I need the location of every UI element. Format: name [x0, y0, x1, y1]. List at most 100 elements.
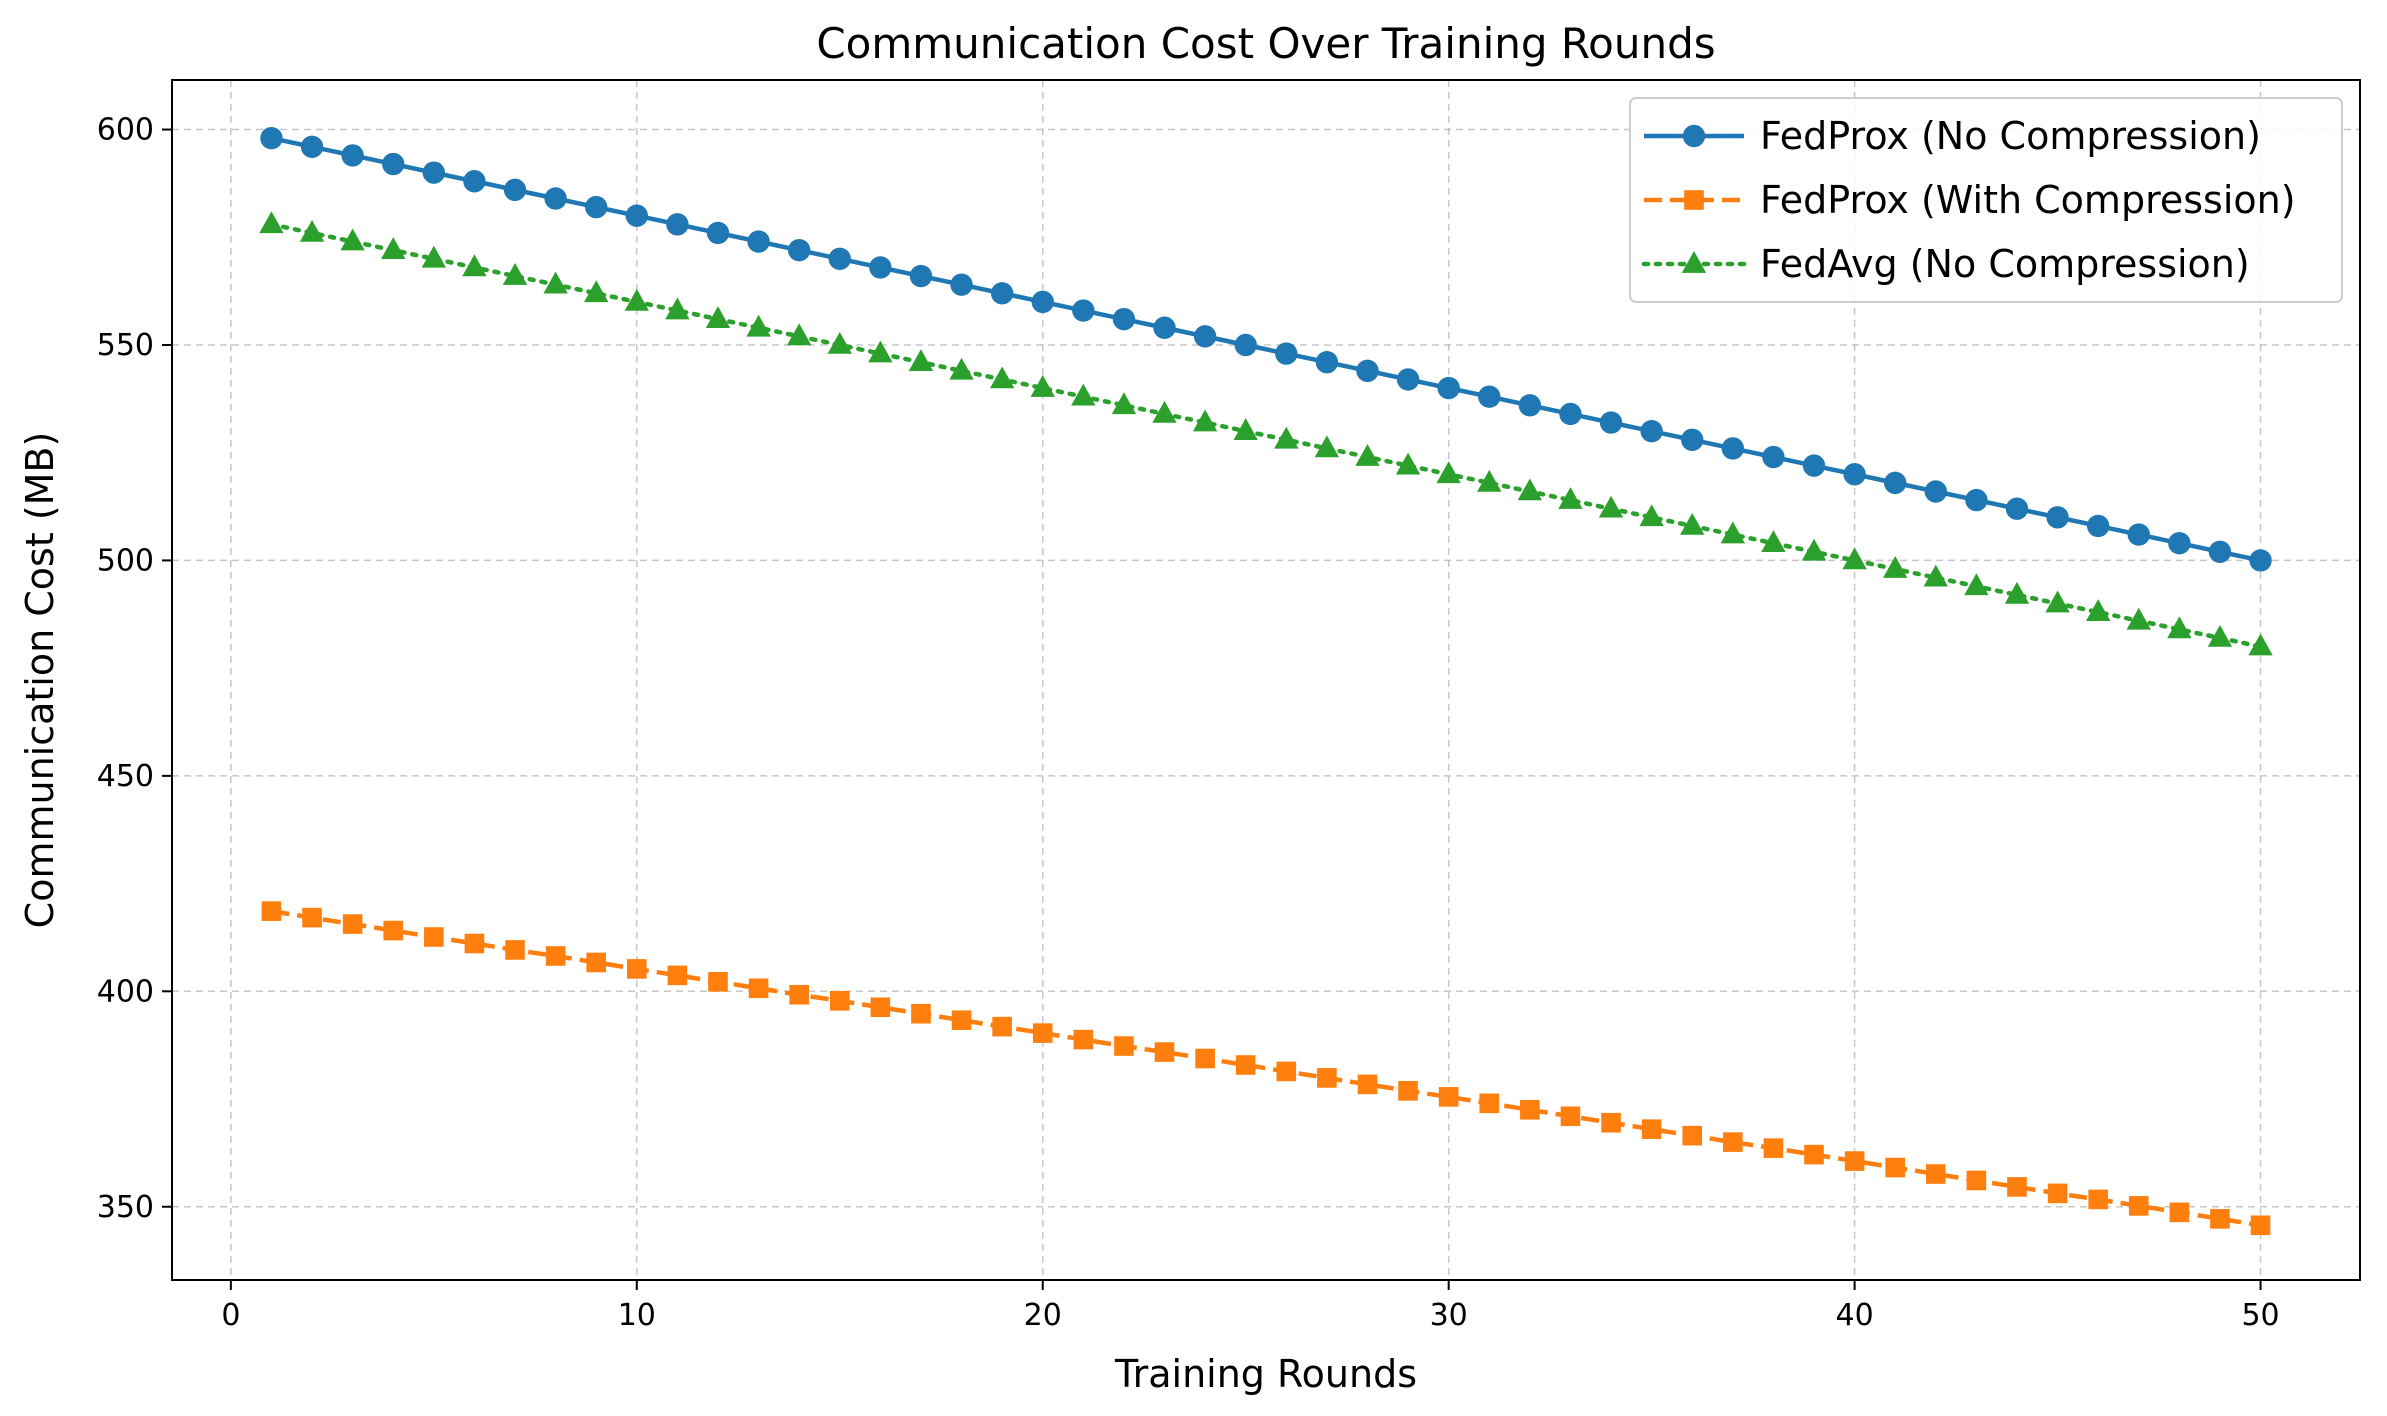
series-1 [260, 126, 2272, 572]
x-tick-label: 30 [1430, 1298, 1468, 1333]
data-point [1843, 463, 1866, 486]
data-point [1641, 1119, 1662, 1139]
data-point [2004, 581, 2030, 604]
data-point [382, 152, 405, 176]
data-point [1598, 495, 1624, 518]
data-point [992, 1016, 1012, 1037]
data-point [1517, 478, 1543, 501]
data-point [503, 178, 527, 202]
data-point [625, 204, 648, 227]
data-point [989, 366, 1015, 389]
data-point [2167, 616, 2192, 639]
data-point [1032, 1023, 1053, 1043]
data-point [1114, 1036, 1134, 1056]
data-point [2128, 1196, 2149, 1216]
data-point [2248, 633, 2273, 656]
data-point [299, 219, 325, 242]
data-point [300, 135, 324, 158]
data-point [2007, 1177, 2027, 1197]
legend-box [1629, 97, 2343, 303]
data-point [1681, 428, 1704, 451]
legend: FedProx (No Compression) FedProx (With Co… [1629, 97, 2343, 303]
data-point [502, 263, 528, 285]
data-point [1763, 1138, 1784, 1158]
data-point [828, 247, 851, 271]
data-point [827, 331, 852, 354]
data-point [1520, 1100, 1540, 1120]
data-point [462, 254, 487, 277]
data-point [1925, 1164, 1946, 1184]
data-point [746, 314, 771, 337]
data-point [543, 271, 568, 294]
data-point [1599, 411, 1623, 434]
data-point [1682, 1125, 1703, 1146]
legend-label: FedAvg (No Compression) [1760, 242, 2250, 286]
data-point [1233, 418, 1258, 440]
data-point [1804, 1144, 1824, 1165]
data-point [2046, 506, 2069, 529]
data-point [585, 195, 608, 219]
legend-item: FedProx (With Compression) [1644, 178, 2296, 222]
data-point [1720, 521, 1746, 544]
data-point [990, 282, 1014, 305]
x-tick-label: 50 [2241, 1298, 2279, 1333]
data-point [2207, 624, 2233, 647]
data-point [2088, 1189, 2108, 1210]
data-point [1357, 1074, 1378, 1095]
data-point [748, 978, 769, 999]
data-point [381, 237, 406, 260]
y-tick-label: 400 [97, 974, 154, 1009]
data-point [544, 187, 567, 210]
data-point [2210, 1209, 2230, 1229]
data-point [1235, 1055, 1256, 1075]
axis-ticks: 0 10 20 30 40 50 350 400 450 500 550 600 [97, 113, 2280, 1333]
data-point [870, 997, 891, 1018]
data-point [2126, 607, 2151, 630]
data-point [1315, 351, 1339, 374]
data-point [1314, 435, 1340, 458]
data-point [1195, 1048, 1215, 1069]
data-point [1398, 1081, 1418, 1101]
data-point [1111, 392, 1137, 415]
data-point [421, 245, 447, 268]
y-axis-label: Communication Cost (MB) [18, 432, 62, 929]
data-point [1072, 299, 1095, 322]
data-point [1844, 1151, 1865, 1171]
data-point [1723, 1132, 1743, 1152]
data-point [665, 297, 690, 320]
series-layer [259, 126, 2273, 1236]
data-point [2250, 1215, 2271, 1236]
data-point [1031, 290, 1054, 314]
data-point [1317, 1068, 1337, 1088]
data-point [586, 952, 607, 973]
data-point [1721, 437, 1745, 460]
x-tick-label: 0 [221, 1298, 240, 1333]
data-point [261, 901, 282, 921]
data-point [1030, 375, 1055, 397]
data-point [1802, 454, 1826, 477]
data-point [706, 221, 730, 245]
data-point [829, 990, 850, 1011]
data-point [708, 972, 728, 992]
data-point [2047, 1183, 2068, 1204]
x-tick-label: 40 [1836, 1298, 1874, 1333]
data-point [1559, 402, 1582, 426]
data-point [1192, 409, 1218, 432]
data-point [1601, 1112, 1621, 1133]
data-point [1152, 400, 1177, 423]
data-point [789, 984, 809, 1005]
data-point [911, 1003, 931, 1024]
series-2 [261, 901, 2271, 1236]
data-point [1437, 376, 1460, 400]
data-point [1274, 426, 1299, 449]
legend-item: FedProx (No Compression) [1644, 114, 2261, 158]
legend-label: FedProx (No Compression) [1760, 114, 2261, 158]
data-point [2249, 549, 2272, 572]
data-point [1801, 538, 1827, 561]
data-point [908, 349, 934, 372]
series-3 [259, 211, 2273, 656]
data-point [1193, 325, 1217, 348]
data-point [1560, 1106, 1581, 1127]
legend-item: FedAvg (No Compression) [1641, 242, 2250, 286]
